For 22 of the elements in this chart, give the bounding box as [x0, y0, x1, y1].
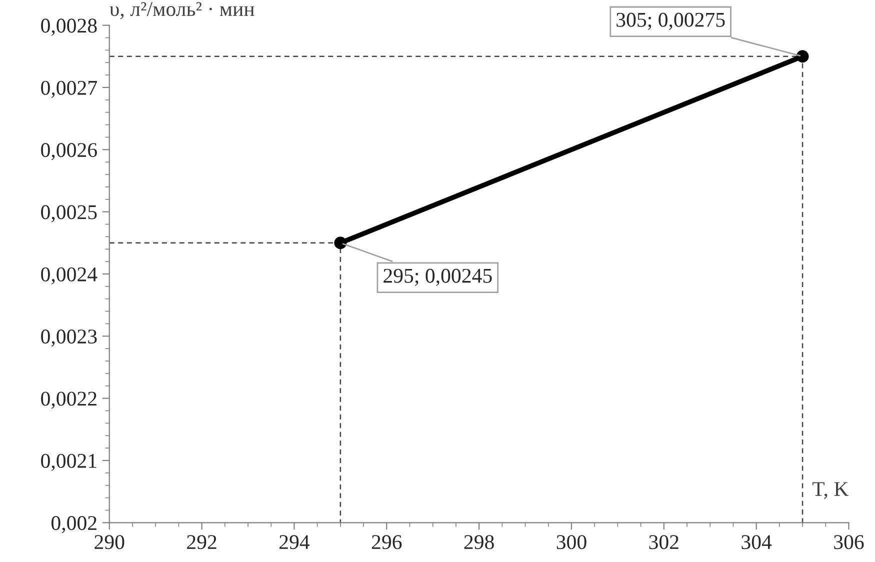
x-axis-title: T, K — [812, 482, 849, 500]
x-tick-label: 302 — [649, 535, 678, 550]
x-tick-label: 290 — [94, 535, 124, 550]
x-tick-label: 300 — [556, 535, 586, 550]
y-tick-label: 0,0024 — [41, 267, 98, 284]
y-tick-label: 0,0027 — [41, 80, 97, 98]
y-tick-label: 0,0022 — [41, 392, 96, 409]
x-tick-label: 292 — [187, 535, 216, 550]
y-tick-label: 0,002 — [51, 516, 96, 534]
y-tick-label: 0,0023 — [41, 330, 97, 347]
y-tick-label: 0,0026 — [41, 143, 97, 160]
x-tick-label: 298 — [464, 535, 494, 550]
x-tick-label: 306 — [834, 535, 864, 550]
y-tick-label: 0,0025 — [41, 205, 97, 222]
annotation: 295; 0,00245 — [384, 268, 492, 286]
annotation: 305; 0,00275 — [616, 12, 725, 30]
x-tick-label: 304 — [742, 535, 772, 550]
x-tick-label: 296 — [372, 535, 402, 550]
y-axis-title: υ, л²/моль² · мин — [110, 2, 254, 20]
x-tick-label: 294 — [280, 535, 310, 550]
y-tick-label: 0,0021 — [41, 454, 96, 471]
y-tick-label: 0,0028 — [41, 18, 97, 36]
